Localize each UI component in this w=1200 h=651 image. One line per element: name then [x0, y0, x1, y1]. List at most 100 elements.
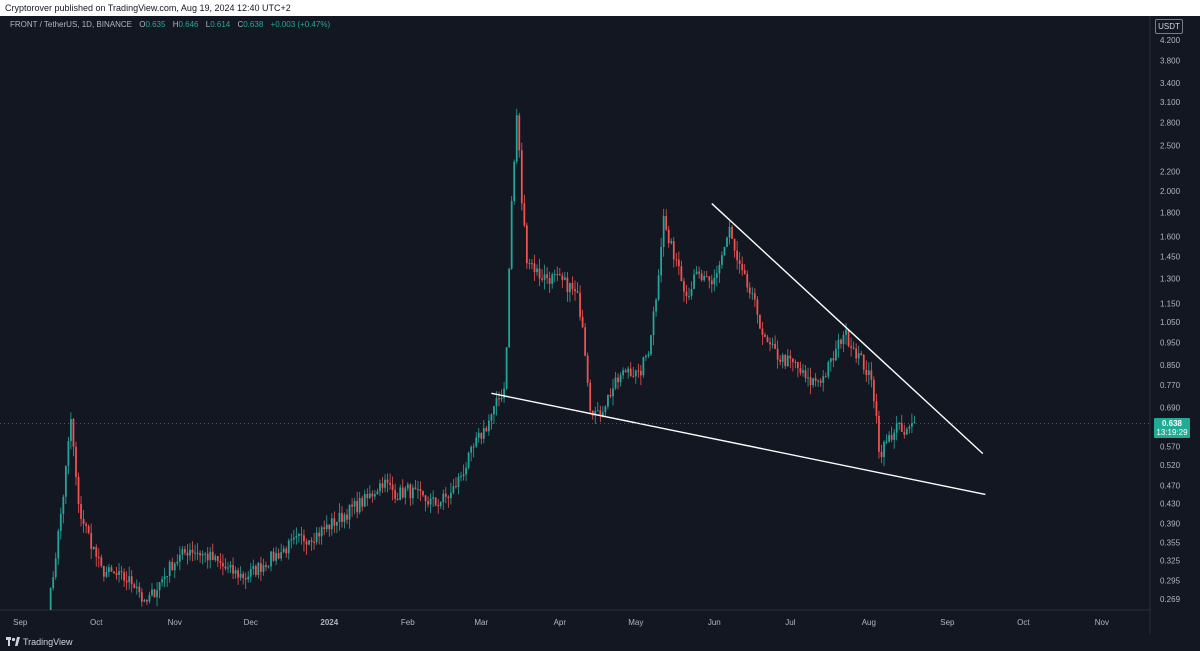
trendline-lower[interactable] [491, 392, 986, 496]
candle [791, 358, 794, 372]
candle-body [338, 512, 341, 522]
candle-body [584, 327, 587, 356]
candle-body [893, 432, 896, 440]
candle-body [761, 328, 764, 335]
price-tick-label: 2.200 [1160, 168, 1181, 177]
candle-body [381, 483, 384, 488]
candle [865, 360, 868, 382]
candle-body [75, 446, 77, 477]
candle-body [52, 577, 55, 589]
candle [135, 579, 138, 595]
candle-body [176, 561, 179, 564]
currency-badge[interactable]: USDT [1155, 19, 1183, 34]
candle [196, 543, 199, 561]
candle [437, 498, 440, 514]
candle-body [487, 420, 490, 432]
candle [168, 559, 171, 583]
candle-body [634, 370, 637, 377]
candle [381, 476, 384, 493]
last-price-value: 0.638 [1161, 419, 1183, 428]
candle-body [189, 549, 191, 556]
candle-body [677, 259, 680, 267]
candle-body [903, 431, 906, 435]
candle-body [541, 278, 543, 280]
candle-body [558, 274, 561, 276]
candle [470, 445, 473, 462]
candle [151, 583, 153, 597]
trendlines-group [0, 203, 1150, 496]
candle-body [343, 514, 346, 522]
candle [693, 269, 695, 290]
candle [622, 367, 625, 380]
candle [72, 417, 75, 457]
candle-body [650, 335, 652, 355]
candle-body [733, 238, 736, 251]
candle [875, 393, 878, 424]
candle [493, 405, 495, 424]
candle [683, 277, 685, 302]
candle [320, 525, 323, 545]
candle [70, 412, 72, 450]
candle-body [538, 268, 541, 279]
candle [852, 341, 855, 350]
candle [100, 554, 103, 568]
tradingview-logo[interactable]: TradingView [6, 637, 73, 647]
candle [477, 427, 480, 443]
candle [406, 482, 409, 492]
candle [619, 372, 622, 387]
high-label: H [172, 20, 179, 29]
candle [809, 367, 812, 395]
candle-body [356, 500, 359, 513]
candle-body [802, 370, 804, 373]
price-tick-label: 1.450 [1160, 252, 1181, 261]
candle [627, 366, 630, 379]
candle [64, 465, 67, 505]
candle-body [108, 567, 110, 572]
candle [439, 501, 442, 509]
candle [442, 489, 445, 510]
candle [95, 544, 98, 567]
candle-body [191, 549, 194, 553]
candle [594, 406, 597, 424]
candle-body [566, 277, 569, 293]
candle [108, 563, 110, 577]
candle-body [472, 446, 475, 448]
high-value: 0.646 [178, 20, 199, 29]
candle [733, 238, 736, 258]
candle-body [125, 580, 128, 583]
candle-body [518, 115, 521, 151]
candle-body [764, 334, 766, 338]
candle [242, 571, 245, 585]
candle-body [449, 492, 452, 499]
candle [379, 479, 381, 496]
candle-body [556, 274, 559, 276]
candle-body [895, 422, 898, 433]
candle [353, 497, 356, 515]
candle-body [905, 428, 908, 435]
candle-body [262, 565, 265, 572]
candle-body [209, 551, 212, 561]
candle [774, 335, 776, 350]
candle-body [447, 496, 450, 499]
candle [781, 352, 784, 369]
price-tick-label: 1.600 [1160, 232, 1181, 241]
candle [495, 391, 498, 416]
trendline-upper[interactable] [711, 203, 984, 455]
candle [191, 541, 194, 562]
candle-body [498, 398, 500, 400]
candle-body [743, 270, 746, 274]
candle-body [741, 263, 744, 271]
candle-body [429, 498, 432, 505]
candle-body [911, 423, 913, 427]
candle [842, 331, 845, 353]
price-chart[interactable]: 4.200 3.800 3.400 3.100 2.800 2.500 2.200 2.000… [0, 16, 1200, 634]
candle-body [401, 487, 404, 498]
candle-body [120, 571, 123, 573]
candle-body [693, 274, 695, 290]
candle-body [546, 274, 549, 279]
candle [285, 546, 288, 558]
candle [860, 350, 863, 356]
candle-body [913, 422, 916, 424]
candle [513, 159, 516, 205]
close-label: C [237, 20, 244, 29]
